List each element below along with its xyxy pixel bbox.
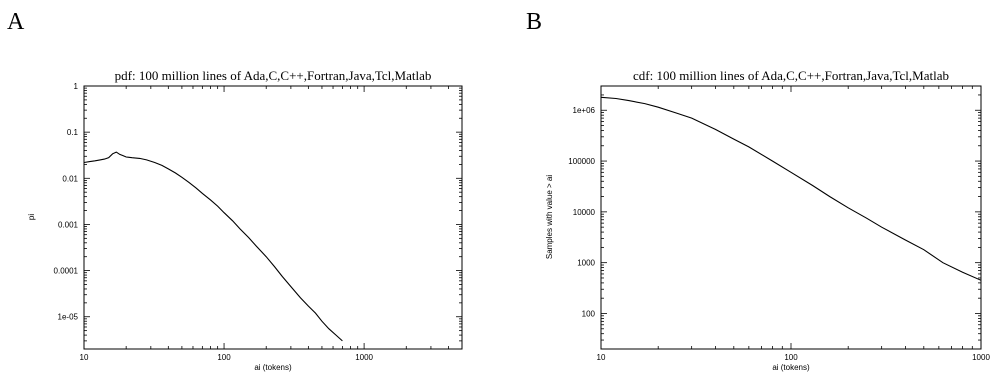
x-tick-label: 100 — [217, 353, 231, 362]
x-tick-label: 10 — [597, 353, 606, 362]
y-tick-label: 100 — [582, 309, 596, 318]
x-tick-label: 100 — [784, 353, 798, 362]
plot-frame — [83, 85, 463, 350]
series-line — [84, 151, 343, 342]
chart-title: cdf: 100 million lines of Ada,C,C++,Fort… — [633, 68, 949, 83]
y-axis-label: Samples with value > ai — [545, 175, 554, 259]
y-tick-label: 1e-05 — [58, 313, 79, 322]
x-tick-label: 10 — [80, 353, 89, 362]
series-line — [601, 96, 981, 281]
chart-title: pdf: 100 million lines of Ada,C,C++,Fort… — [115, 68, 432, 83]
y-tick-label: 1000 — [577, 259, 595, 268]
y-tick-label: 1 — [74, 82, 79, 91]
x-axis-label: ai (tokens) — [254, 363, 292, 372]
pdf-chart: pdf: 100 million lines of Ada,C,C++,Fort… — [27, 68, 463, 372]
cdf-chart: cdf: 100 million lines of Ada,C,C++,Fort… — [545, 68, 990, 372]
y-axis-label: pi — [27, 214, 36, 220]
x-axis-label: ai (tokens) — [772, 363, 810, 372]
y-tick-label: 0.001 — [58, 220, 79, 229]
y-tick-label: 10000 — [573, 208, 596, 217]
plot-frame — [600, 85, 982, 350]
y-tick-label: 0.01 — [62, 174, 78, 183]
panel-b-letter: B — [526, 9, 542, 35]
y-tick-label: 1e+06 — [573, 106, 596, 115]
y-tick-label: 100000 — [568, 157, 595, 166]
panel-a-letter: A — [7, 9, 25, 35]
y-tick-label: 0.1 — [67, 128, 79, 137]
x-tick-label: 1000 — [972, 353, 990, 362]
x-tick-label: 1000 — [355, 353, 373, 362]
y-tick-label: 0.0001 — [54, 267, 79, 276]
